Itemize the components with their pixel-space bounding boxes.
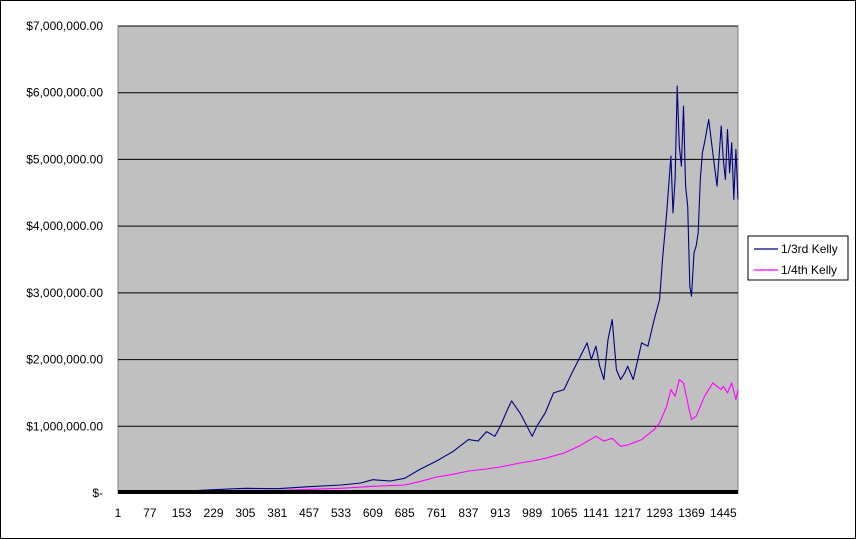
x-tick-label: 1293 <box>646 506 673 520</box>
legend-box <box>747 235 849 281</box>
x-axis-tick-labels: 1 77 153 229 305 381 457 533 609 685 761 837 913 989 1… <box>115 506 737 520</box>
y-tick-label: $5,000,000.00 <box>26 152 103 166</box>
y-tick-label: $- <box>92 486 103 500</box>
legend-label-1-4th-kelly: 1/4th Kelly <box>781 263 837 277</box>
x-tick-label: 1217 <box>614 506 641 520</box>
x-tick-label: 837 <box>458 506 478 520</box>
x-tick-label: 533 <box>331 506 351 520</box>
series-lines <box>117 85 739 494</box>
x-tick-label: 1445 <box>710 506 737 520</box>
x-tick-label: 305 <box>235 506 255 520</box>
legend: 1/3rd Kelly 1/4th Kelly <box>747 235 849 281</box>
x-tick-label: 457 <box>299 506 319 520</box>
y-tick-label: $6,000,000.00 <box>26 86 103 100</box>
x-tick-label: 761 <box>427 506 447 520</box>
y-tick-label: $2,000,000.00 <box>26 353 103 367</box>
x-tick-label: 685 <box>395 506 415 520</box>
x-tick-label: 1369 <box>678 506 705 520</box>
x-axis-line <box>118 490 738 494</box>
x-tick-label: 609 <box>363 506 383 520</box>
x-tick-label: 913 <box>490 506 510 520</box>
y-tick-label: $7,000,000.00 <box>26 19 103 33</box>
y-axis-tick-labels: $- $1,000,000.00 $2,000,000.00 $3,000,000.0… <box>26 19 103 500</box>
y-tick-label: $3,000,000.00 <box>26 286 103 300</box>
y-tick-label: $4,000,000.00 <box>26 219 103 233</box>
gridlines <box>118 25 738 427</box>
y-tick-label: $1,000,000.00 <box>26 419 103 433</box>
x-tick-label: 1141 <box>583 506 609 520</box>
series-line-1-3rd-kelly <box>117 85 739 494</box>
series-line-1-4th-kelly <box>117 379 739 494</box>
x-tick-label: 153 <box>172 506 192 520</box>
plot-area <box>117 25 739 494</box>
x-tick-label: 381 <box>267 506 287 520</box>
x-tick-label: 1 <box>115 506 122 520</box>
x-tick-label: 1065 <box>551 506 578 520</box>
x-tick-label: 77 <box>143 506 157 520</box>
x-tick-label: 989 <box>522 506 542 520</box>
legend-label-1-3rd-kelly: 1/3rd Kelly <box>781 242 838 256</box>
x-tick-label: 229 <box>204 506 224 520</box>
